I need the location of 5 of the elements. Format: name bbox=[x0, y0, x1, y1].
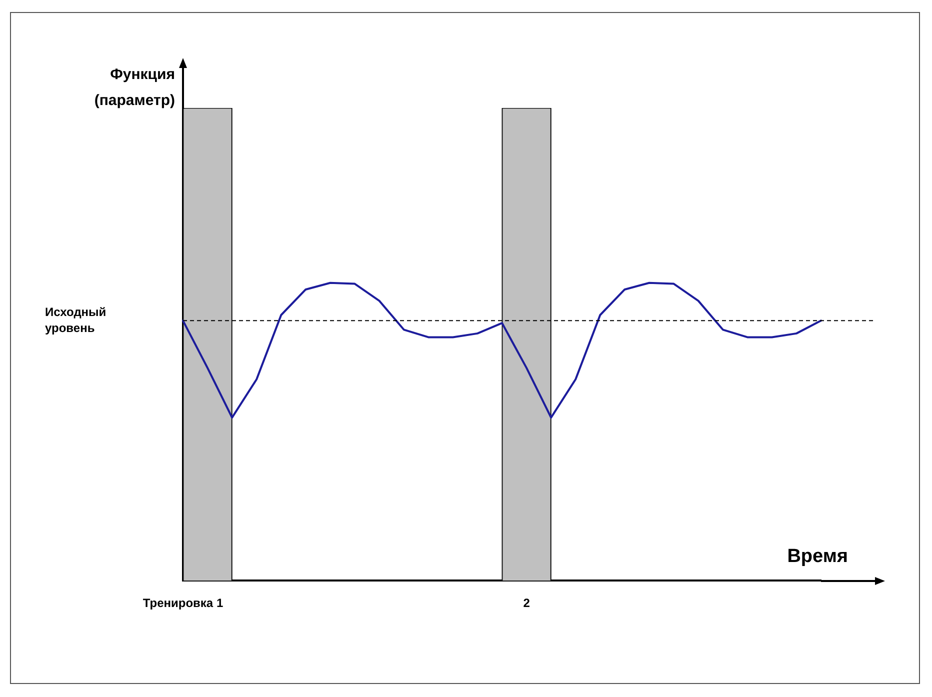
x-tick-label: Тренировка 1 bbox=[142, 596, 224, 610]
ref-line-label: Исходный уровень bbox=[45, 304, 106, 335]
y-axis-title: Функция (параметр) bbox=[94, 66, 175, 110]
x-tick-label: 2 bbox=[523, 596, 530, 610]
x-axis-title: Время bbox=[787, 546, 848, 567]
